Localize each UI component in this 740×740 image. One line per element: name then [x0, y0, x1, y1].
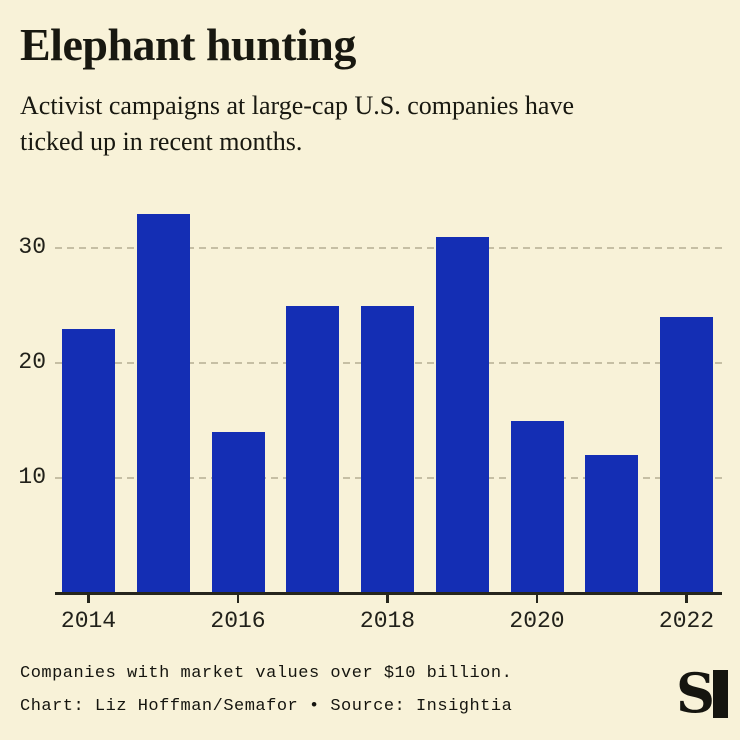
- bar-2018: [361, 305, 414, 593]
- subtitle-line-1: Activist campaigns at large-cap U.S. com…: [20, 91, 575, 120]
- x-tick-label-2020: 2020: [509, 608, 565, 634]
- footnote: Companies with market values over $10 bi…: [20, 664, 513, 683]
- x-tick-label-2018: 2018: [359, 608, 416, 634]
- bar-2021: [585, 455, 639, 593]
- x-tick-2018: [386, 594, 389, 603]
- y-tick-label-10: 10: [18, 464, 46, 491]
- x-tick-label-2014: 2014: [60, 608, 117, 634]
- credit-line: Chart: Liz Hoffman/Semafor • Source: Ins…: [20, 697, 513, 716]
- x-axis-line: [55, 592, 722, 595]
- semafor-logo: S: [676, 661, 728, 725]
- bar-2015: [136, 213, 190, 593]
- x-tick-2020: [535, 594, 539, 603]
- x-tick-label-2022: 2022: [658, 608, 715, 634]
- bar-2014: [62, 328, 115, 593]
- chart-subtitle: Activist campaigns at large-cap U.S. com…: [20, 88, 574, 160]
- y-tick-label-30: 30: [18, 234, 46, 261]
- bar-2016: [211, 432, 265, 593]
- x-tick-label-2016: 2016: [210, 608, 266, 634]
- bar-2017: [286, 305, 340, 593]
- x-tick-2014: [87, 594, 90, 603]
- x-tick-2016: [236, 594, 240, 603]
- bar-2019: [435, 236, 489, 593]
- bar-2020: [510, 420, 564, 593]
- bar-2022: [660, 317, 713, 593]
- subtitle-line-2: ticked up in recent months.: [20, 127, 303, 156]
- gridline-y-30: [55, 247, 722, 249]
- page-title: Elephant hunting: [20, 19, 356, 70]
- x-tick-2022: [685, 594, 688, 603]
- logo-flag-bar-icon: [713, 670, 728, 718]
- y-tick-label-20: 20: [18, 349, 46, 376]
- logo-s-glyph: S: [676, 661, 715, 725]
